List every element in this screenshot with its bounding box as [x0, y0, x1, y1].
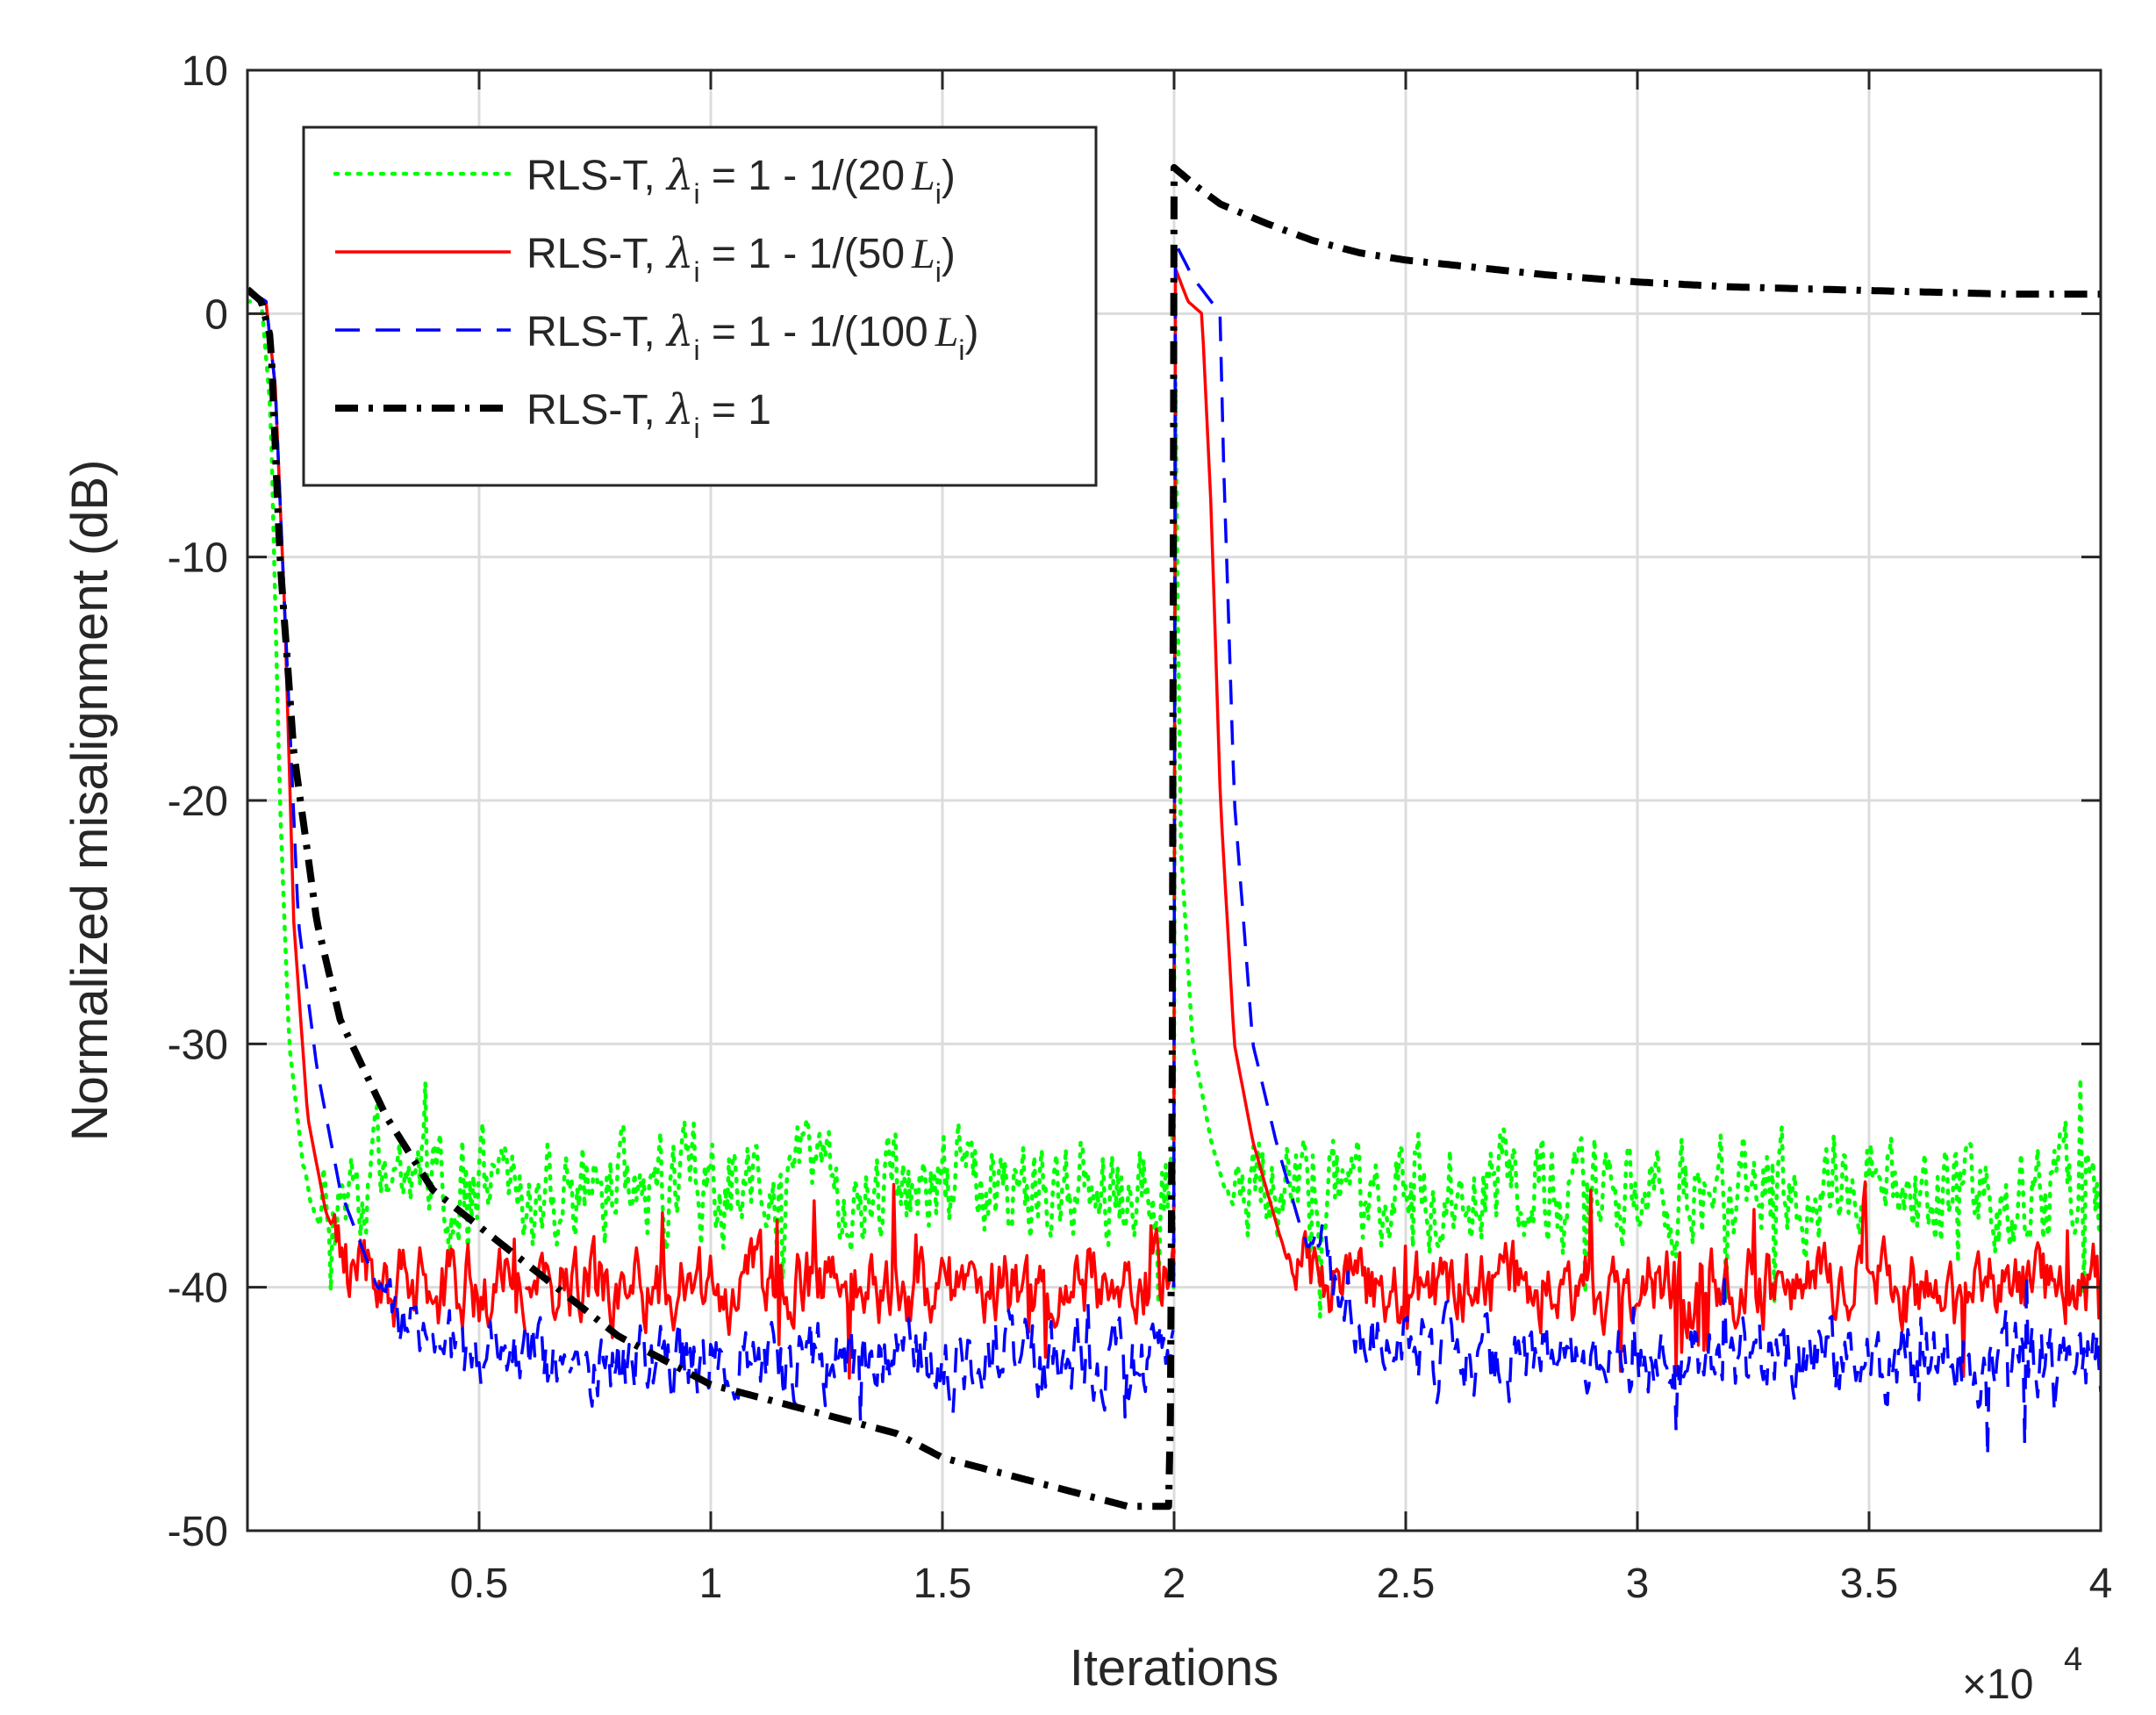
- y-axis-label: Normalized misalignment (dB): [61, 460, 118, 1142]
- series-1-line: [384, 1080, 1176, 1306]
- legend-prefix: RLS-T,: [526, 387, 667, 434]
- legend-prefix: RLS-T,: [526, 153, 667, 199]
- legend: RLS-T, λi = 1 - 1/(20 Li)RLS-T, λi = 1 - …: [302, 126, 1098, 487]
- series-2-line: [1171, 267, 2101, 1378]
- series-2: [247, 267, 2101, 1380]
- series-3-line: [1171, 241, 2101, 1460]
- legend-sym: λ: [665, 229, 693, 278]
- series-2-line: [247, 288, 527, 1335]
- x-multiplier: ×10 4: [1962, 1641, 2082, 1708]
- x-tick-label: 1: [699, 1561, 723, 1607]
- legend-end: ): [942, 231, 956, 277]
- legend-label-3: RLS-T, λi = 1 - 1/(100 Li): [526, 307, 979, 366]
- legend-end: ): [965, 309, 979, 355]
- series-2-line: [524, 1182, 1175, 1380]
- y-tick-label: 10: [182, 48, 228, 95]
- legend-Lsub: i: [935, 178, 942, 210]
- legend-mid: = 1 - 1/(20: [700, 153, 905, 199]
- series-1-line: [1171, 379, 2101, 1319]
- legend-sub: i: [693, 413, 699, 444]
- y-tick-label: -10: [168, 535, 228, 582]
- legend-sym: λ: [665, 385, 693, 434]
- series-layer: [247, 163, 2101, 1510]
- legend-L: L: [935, 309, 959, 355]
- tick-labels: 0.5 1 1.5 2 2.5 3 3.5 4 10 0 -10 -20 -30 -40 -50: [168, 48, 2113, 1607]
- y-tick-label: -50: [168, 1509, 228, 1555]
- legend-sub: i: [693, 256, 699, 288]
- x-tick-label: 0.5: [450, 1561, 509, 1607]
- x-tick-label: 3.5: [1840, 1561, 1899, 1607]
- y-tick-label: -40: [168, 1266, 228, 1312]
- series-1-line: [247, 299, 389, 1293]
- x-axis-label: Iterations: [1070, 1640, 1279, 1697]
- y-tick-label: -30: [168, 1022, 228, 1068]
- series-1: [247, 299, 2101, 1319]
- x-multiplier-base: ×10: [1962, 1661, 2033, 1708]
- legend-sym: λ: [665, 307, 693, 356]
- ticks: [247, 68, 2102, 1532]
- x-tick-label: 2: [1163, 1561, 1186, 1607]
- series-3-line: [247, 288, 574, 1386]
- legend-mid: = 1: [700, 387, 771, 434]
- x-tick-label: 2.5: [1377, 1561, 1436, 1607]
- legend-end: ): [942, 153, 956, 199]
- x-tick-label: 1.5: [913, 1561, 972, 1607]
- legend-L: L: [911, 231, 935, 277]
- series-4-line: [247, 163, 2101, 1510]
- legend-prefix: RLS-T,: [526, 309, 667, 355]
- legend-L: L: [911, 153, 935, 199]
- series-4: [247, 163, 2101, 1510]
- legend-sub: i: [693, 334, 699, 366]
- y-tick-label: 0: [204, 291, 228, 338]
- legend-Lsub: i: [958, 334, 964, 366]
- series-3: [247, 241, 2101, 1460]
- y-tick-label: -20: [168, 779, 228, 825]
- legend-label-4: RLS-T, λi = 1: [526, 385, 771, 444]
- legend-label-2: RLS-T, λi = 1 - 1/(50 Li): [526, 229, 956, 288]
- legend-sym: λ: [665, 151, 693, 200]
- x-tick-label: 3: [1626, 1561, 1650, 1607]
- legend-label-1: RLS-T, λi = 1 - 1/(20 Li): [526, 151, 956, 210]
- legend-prefix: RLS-T,: [526, 231, 667, 277]
- x-multiplier-exponent: 4: [2064, 1641, 2082, 1678]
- legend-Lsub: i: [935, 256, 942, 288]
- legend-mid: = 1 - 1/(100: [700, 309, 928, 355]
- legend-box: [302, 126, 1098, 487]
- legend-mid: = 1 - 1/(50: [700, 231, 905, 277]
- x-tick-label: 4: [2089, 1561, 2113, 1607]
- legend-sub: i: [693, 178, 699, 210]
